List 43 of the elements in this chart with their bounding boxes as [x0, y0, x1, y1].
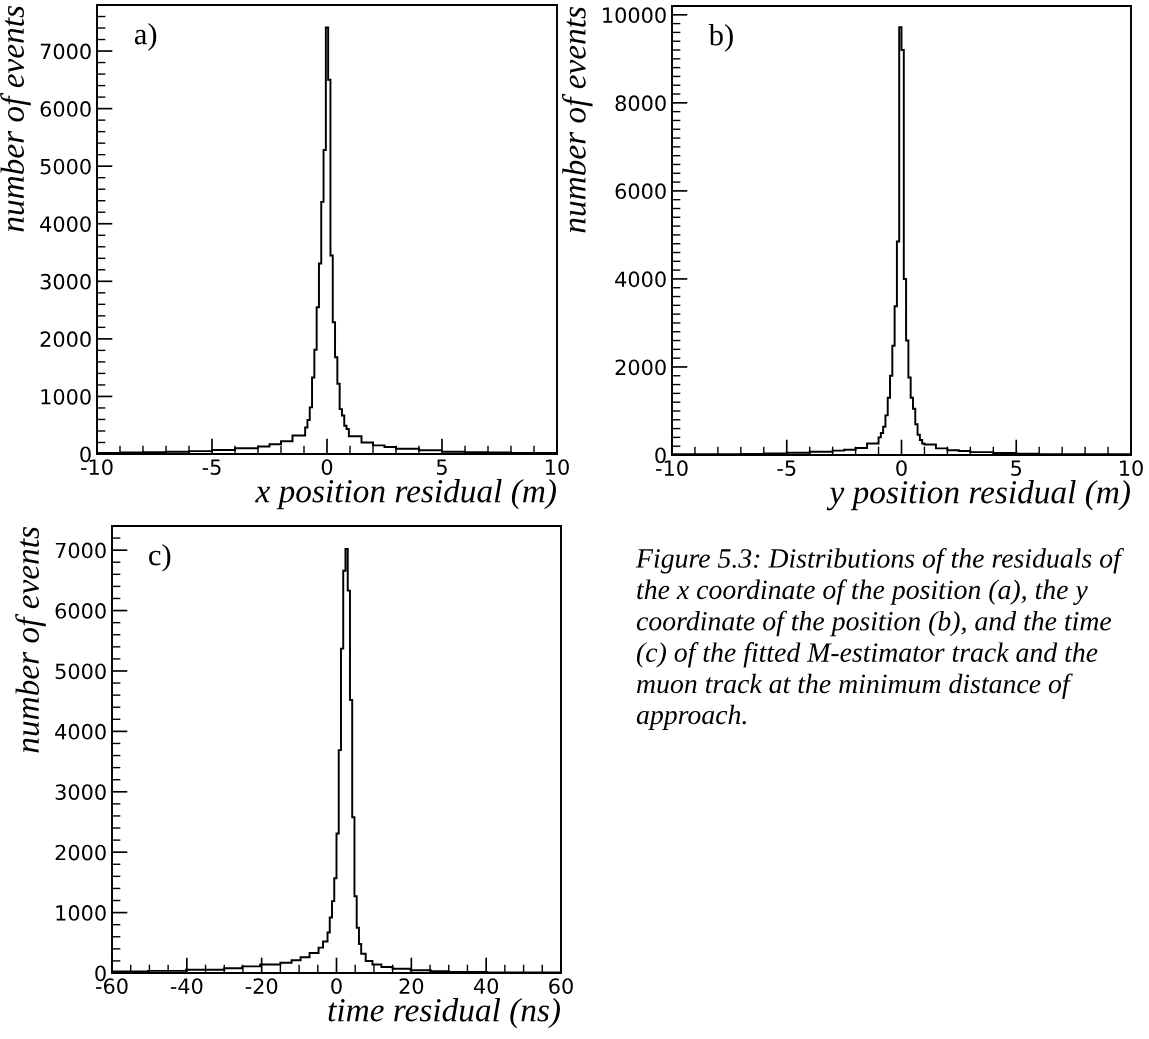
x-tick-label: 40: [473, 978, 499, 994]
y-tick-label: 2000: [40, 331, 91, 348]
x-tick-label: 20: [399, 978, 424, 994]
x-axis-title: time residual (ns): [328, 998, 560, 1029]
x-tick-label: 10: [546, 459, 569, 475]
x-axis-title: x position residual (m): [255, 479, 556, 510]
y-tick-label: 7000: [55, 542, 106, 559]
y-tick-label: 5000: [55, 663, 106, 680]
x-tick-label: -5: [202, 459, 221, 475]
y-tick-label: 8000: [615, 95, 666, 112]
x-tick-label: 0: [331, 978, 342, 994]
text: c): [149, 543, 171, 572]
y-axis-title: number of events: [15, 527, 46, 753]
caption: Figure 5.3: Distributions of the residuals of the x coordinate of the position (a), the y coordinate of the position (b), and the time (c) of the fitted M-estimator track and the muon track at the minimum distance of approach.: [635, 548, 1124, 730]
x-axis-title: y position residual (m): [826, 480, 1130, 511]
x-tick-label: 0: [321, 459, 333, 475]
y-tick-label: 4000: [55, 723, 106, 740]
x-tick-label: -40: [170, 978, 203, 994]
y-tick-label: 5000: [40, 158, 91, 175]
y-tick-label: 7000: [40, 43, 91, 60]
y-tick-label: 6000: [615, 183, 666, 200]
x-tick-label: -20: [245, 978, 278, 994]
y-tick-label: 3000: [40, 273, 91, 290]
y-tick-label: 10000: [603, 7, 666, 24]
y-tick-label: 6000: [40, 101, 91, 117]
x-tick-label: 5: [1011, 460, 1022, 476]
text: a): [134, 22, 157, 51]
text: b): [708, 23, 733, 52]
y-tick-label: 3000: [55, 784, 106, 800]
y-tick-label: 6000: [55, 603, 106, 619]
x-tick-label: 10: [1120, 460, 1143, 476]
y-axis-title: number of events: [0, 6, 31, 232]
x-tick-label: 5: [436, 459, 447, 475]
x-tick-label: 0: [896, 460, 907, 476]
y-tick-label: 1000: [41, 388, 91, 405]
y-axis-title: number of events: [561, 7, 593, 233]
x-tick-label: -5: [777, 460, 796, 476]
x-tick-label: 60: [549, 978, 573, 994]
y-tick-label: 2000: [615, 359, 666, 376]
y-tick-label: 4000: [40, 216, 91, 232]
y-tick-label: 4000: [615, 271, 666, 288]
y-tick-label: 2000: [55, 844, 106, 861]
y-tick-label: 1000: [56, 905, 106, 921]
